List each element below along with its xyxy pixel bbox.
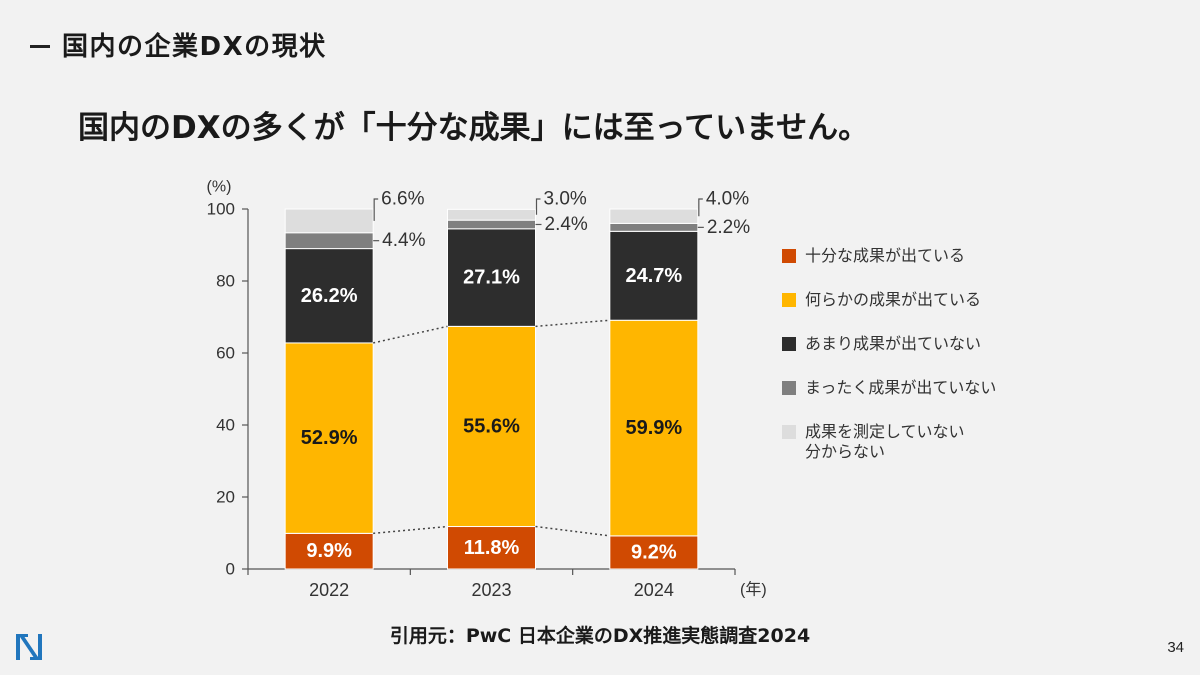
legend-label: 十分な成果が出ている xyxy=(805,246,966,265)
x-category-label: 2023 xyxy=(471,580,511,600)
bar-segment-2023-4 xyxy=(447,208,536,221)
bar-segment-2023-0 xyxy=(447,526,536,570)
legend-label: 何らかの成果が出ている xyxy=(805,290,982,309)
callout-bracket-line xyxy=(373,198,379,221)
legend-swatch xyxy=(782,381,796,395)
company-logo-icon xyxy=(16,634,42,660)
y-axis-unit-label: (%) xyxy=(207,179,232,196)
source-citation: 引用元：PwC 日本企業のDX推進実態調査2024 xyxy=(389,625,811,647)
data-label-2023-3: 2.4% xyxy=(545,214,588,235)
data-label-2024-4: 4.0% xyxy=(706,189,749,210)
data-label-2022-1: 52.9% xyxy=(301,427,358,449)
bar-segment-2024-4 xyxy=(609,208,699,224)
bar-segment-2022-0 xyxy=(284,532,374,570)
data-label-2023-4: 3.0% xyxy=(544,189,587,210)
legend-label: 成果を測定していない 分からない xyxy=(805,422,965,461)
data-label-2023-0: 11.8% xyxy=(464,537,520,559)
stacked-bar-chart: 0 20 40 60 80 100 (%) (年) 2022 2023 2024 9.9% 11.8% 9… xyxy=(207,179,767,601)
chart-legend: 十分な成果が出ている 何らかの成果が出ている あまり成果が出ていない まったく成… xyxy=(782,246,1042,461)
data-label-2023-2: 27.1% xyxy=(463,267,520,289)
bar-segment-2023-3 xyxy=(447,219,536,230)
trend-connector-line xyxy=(373,325,448,344)
data-label-2022-2: 26.2% xyxy=(301,285,358,307)
trend-connector-line xyxy=(535,319,610,328)
trend-connector-line xyxy=(373,525,448,535)
legend-item: あまり成果が出ていない xyxy=(782,334,981,354)
callout-bracket-line xyxy=(535,198,541,215)
data-label-2024-3: 2.2% xyxy=(707,217,750,238)
bar-segment-2024-3 xyxy=(609,222,699,232)
y-tick-label: 40 xyxy=(216,416,235,435)
data-label-2024-2: 24.7% xyxy=(625,265,682,287)
y-tick-label: 20 xyxy=(216,488,235,507)
section-title: 国内の企業DXの現状 xyxy=(62,32,327,62)
legend-item: 十分な成果が出ている xyxy=(782,246,965,266)
data-label-2024-1: 59.9% xyxy=(625,417,682,439)
legend-swatch xyxy=(782,337,796,351)
title-dash-decoration xyxy=(30,45,50,48)
data-label-2023-1: 55.6% xyxy=(463,415,520,437)
y-tick-label: 100 xyxy=(207,200,235,219)
bar-segment-2024-1 xyxy=(609,319,699,537)
y-tick-label: 60 xyxy=(216,344,235,363)
legend-swatch xyxy=(782,425,796,439)
page-headline: 国内のDXの多くが「十分な成果」には至っていません。 xyxy=(78,110,870,146)
bar-segment-2022-1 xyxy=(284,342,374,534)
y-tick-label: 80 xyxy=(216,272,235,291)
data-label-2022-4: 6.6% xyxy=(381,189,424,210)
bar-segment-2024-0 xyxy=(609,535,699,570)
bar-segment-2024-2 xyxy=(609,230,699,321)
legend-swatch xyxy=(782,249,796,263)
data-label-2024-0: 9.2% xyxy=(631,541,677,563)
trend-connector-line xyxy=(535,525,610,537)
bar-segment-2023-1 xyxy=(447,325,536,528)
bar-segment-2023-2 xyxy=(447,228,536,327)
legend-item: 成果を測定していない 分からない xyxy=(782,422,965,462)
bar-segment-2022-4 xyxy=(284,208,374,234)
legend-label: あまり成果が出ていない xyxy=(805,334,982,353)
x-axis-unit-label: (年) xyxy=(740,581,767,599)
x-category-label: 2024 xyxy=(634,580,674,600)
data-label-2022-3: 4.4% xyxy=(382,230,425,251)
x-category-label: 2022 xyxy=(309,580,349,600)
bar-segment-2022-3 xyxy=(284,232,374,250)
legend-item: まったく成果が出ていない xyxy=(782,378,996,398)
data-label-2022-0: 9.9% xyxy=(306,540,352,562)
legend-swatch xyxy=(782,293,796,307)
legend-label: まったく成果が出ていない xyxy=(805,378,997,397)
legend-item: 何らかの成果が出ている xyxy=(782,290,981,310)
callout-bracket-line xyxy=(698,198,703,217)
page-number: 34 xyxy=(1167,639,1184,656)
y-tick-label: 0 xyxy=(226,560,235,579)
